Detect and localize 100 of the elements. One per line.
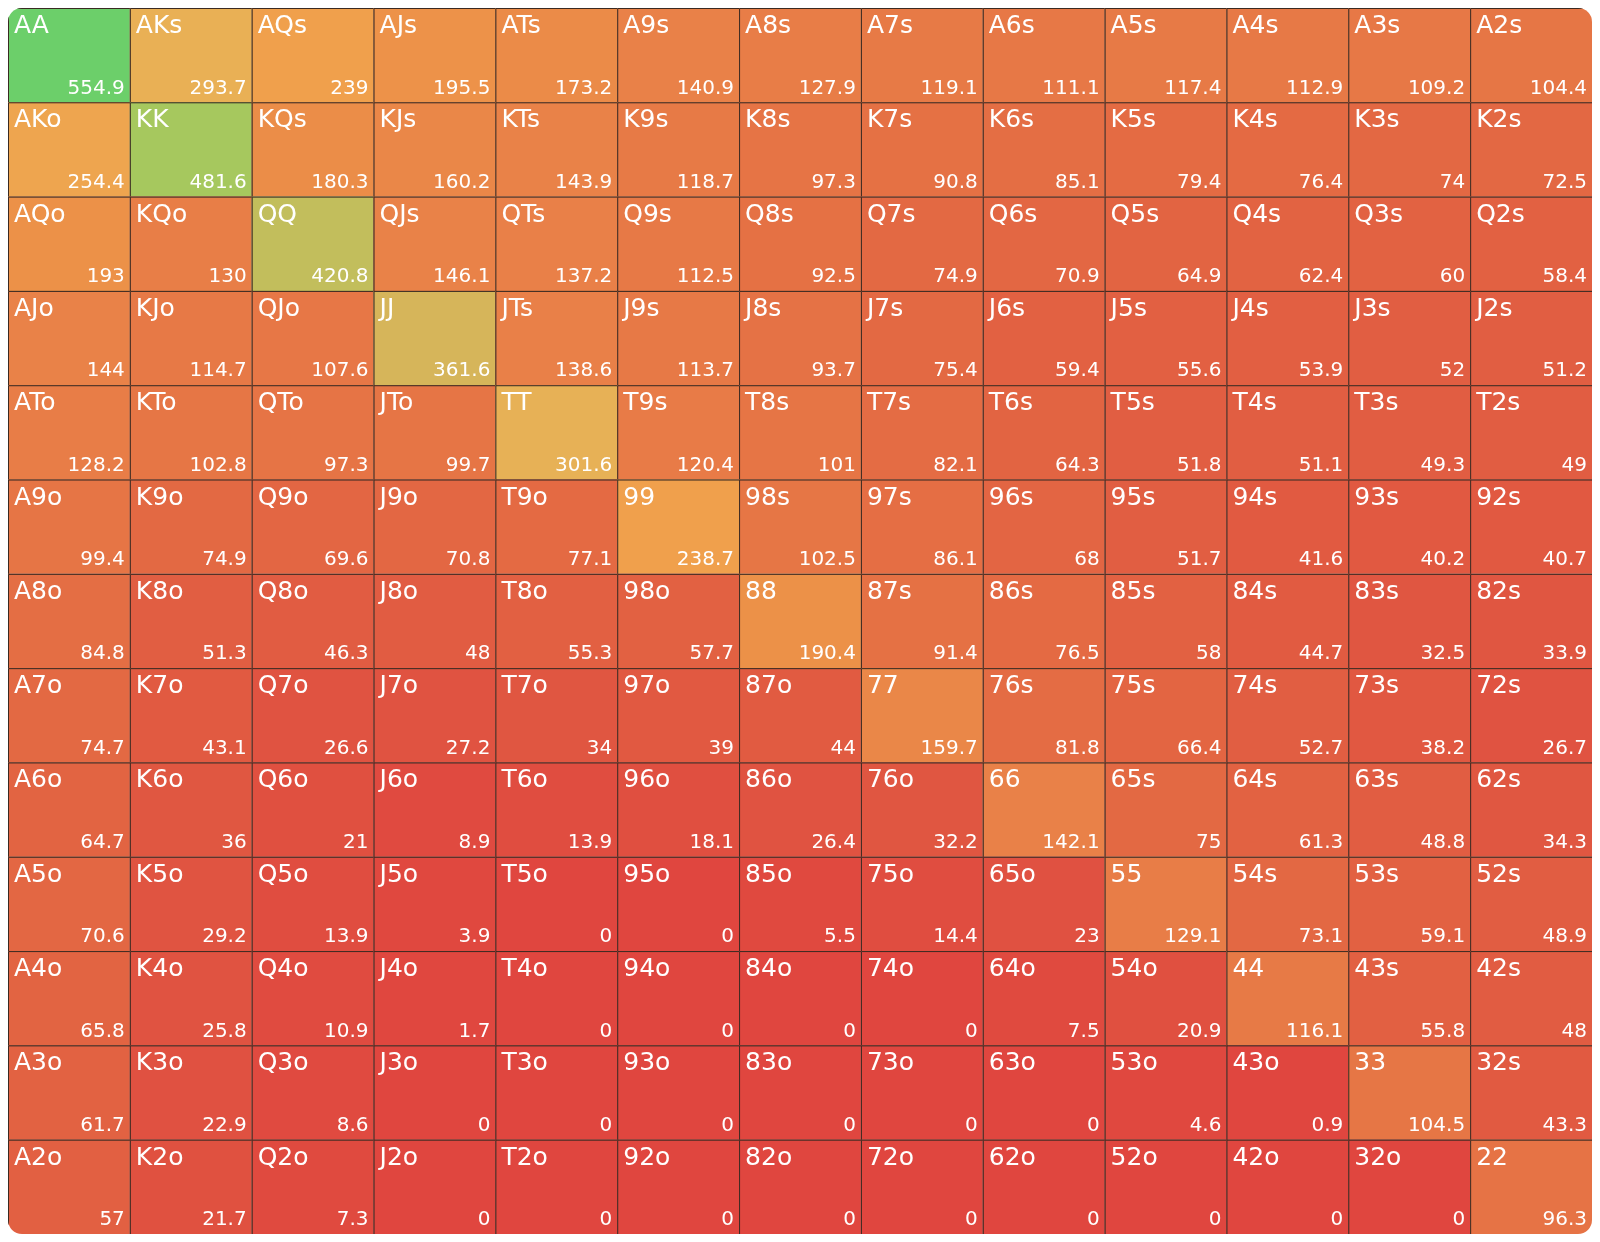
annotation: A7s	[866, 10, 913, 39]
annotation: T6s	[987, 387, 1033, 417]
annotation: 94s	[1232, 481, 1278, 511]
data-label: 0	[1330, 1206, 1344, 1231]
data-label: 0	[721, 1017, 735, 1042]
annotation: T7s	[865, 387, 912, 417]
annotation: A8s	[745, 10, 792, 39]
data-label: 41.6	[1298, 546, 1344, 571]
annotation: 42o	[1232, 1141, 1280, 1171]
data-label: 13.9	[567, 828, 613, 853]
annotation: ATo	[14, 387, 56, 417]
annotation: 53s	[1354, 858, 1400, 888]
data-label: 7.3	[336, 1206, 369, 1231]
annotation: K4s	[1232, 104, 1278, 134]
data-label: 93.7	[811, 357, 856, 382]
data-label: 140.9	[676, 74, 735, 99]
data-label: 22.9	[202, 1111, 247, 1136]
annotation: 95s	[1110, 481, 1156, 511]
data-label: 0	[843, 1111, 856, 1136]
data-label: 0	[843, 1206, 856, 1231]
annotation: 85o	[745, 858, 793, 888]
data-label: 36	[221, 828, 247, 853]
data-label: 113.7	[676, 357, 735, 382]
annotation: Q3o	[257, 1047, 309, 1077]
data-label: 57	[99, 1206, 125, 1231]
data-label: 79.4	[1176, 168, 1222, 193]
annotation: J9o	[377, 481, 419, 511]
annotation: Q2s	[1476, 198, 1525, 228]
annotation: AQo	[14, 198, 66, 228]
data-label: 76.5	[1055, 640, 1100, 665]
data-label: 146.1	[433, 263, 491, 288]
data-label: 59.1	[1420, 923, 1466, 948]
annotation: 75o	[866, 858, 915, 888]
data-label: 180.3	[311, 168, 369, 193]
data-label: 0	[721, 1111, 735, 1136]
annotation: T8o	[500, 575, 548, 605]
annotation: A5s	[1110, 10, 1157, 39]
annotation: 87s	[866, 575, 912, 605]
data-label: 0	[1452, 1206, 1466, 1231]
annotation: A3o	[14, 1047, 63, 1077]
data-label: 51.2	[1542, 357, 1587, 382]
annotation: T7o	[500, 670, 548, 700]
annotation: Q4o	[257, 953, 309, 983]
annotation: A6o	[14, 764, 63, 794]
annotation: 83o	[745, 1047, 793, 1077]
annotation: A4o	[14, 953, 63, 983]
data-label: 38.2	[1420, 734, 1466, 759]
annotation: J7o	[377, 670, 419, 700]
annotation: K9o	[135, 481, 184, 511]
data-label: 68	[1074, 546, 1100, 571]
annotation: JTo	[377, 387, 414, 417]
annotation: 32s	[1476, 1047, 1521, 1077]
data-label: 0	[599, 923, 613, 948]
data-label: 49.3	[1420, 451, 1466, 476]
annotation: KK	[135, 104, 170, 134]
data-label: 26.6	[324, 734, 369, 759]
annotation: 54s	[1232, 858, 1278, 888]
data-label: 48	[464, 640, 491, 665]
annotation: K5o	[135, 858, 184, 888]
data-label: 27.2	[445, 734, 491, 759]
data-label: 96.3	[1542, 1206, 1587, 1231]
data-label: 102.8	[189, 451, 247, 476]
data-label: 8.9	[458, 828, 491, 853]
annotation: 62s	[1476, 764, 1521, 794]
annotation: 97o	[623, 670, 671, 700]
data-label: 160.2	[433, 168, 491, 193]
data-label: 0	[721, 1206, 735, 1231]
annotation: Q7s	[866, 198, 916, 228]
annotation: Q6o	[257, 764, 309, 794]
data-label: 0.9	[1311, 1111, 1344, 1136]
data-label: 81.8	[1055, 734, 1100, 759]
data-label: 361.6	[433, 357, 491, 382]
annotation: J8o	[377, 575, 419, 605]
annotation: 52s	[1476, 858, 1521, 888]
annotation: 64s	[1232, 764, 1278, 794]
data-label: 69.6	[324, 546, 369, 571]
annotation: 84o	[745, 953, 793, 983]
annotation: QQ	[257, 198, 298, 228]
data-label: 40.2	[1420, 546, 1466, 571]
data-label: 420.8	[311, 263, 369, 288]
data-label: 33.9	[1542, 640, 1587, 665]
data-label: 114.7	[189, 357, 247, 382]
annotation: 86o	[745, 764, 793, 794]
annotation: A7o	[14, 670, 63, 700]
data-label: 190.4	[798, 640, 856, 665]
annotation: 42s	[1476, 953, 1521, 983]
data-label: 29.2	[202, 923, 247, 948]
annotation: 82s	[1476, 575, 1521, 605]
annotation: 33	[1354, 1047, 1387, 1077]
data-label: 84.8	[80, 640, 125, 665]
data-label: 10.9	[324, 1017, 369, 1042]
annotation: AKs	[135, 10, 183, 39]
annotation: 55	[1110, 858, 1143, 888]
annotation: K9s	[623, 104, 669, 134]
annotation: Q3s	[1354, 198, 1403, 228]
annotation: T8s	[744, 387, 790, 417]
data-label: 76.4	[1298, 168, 1344, 193]
data-label: 46.3	[324, 640, 369, 665]
data-label: 193	[86, 263, 125, 288]
data-label: 70.6	[80, 923, 125, 948]
